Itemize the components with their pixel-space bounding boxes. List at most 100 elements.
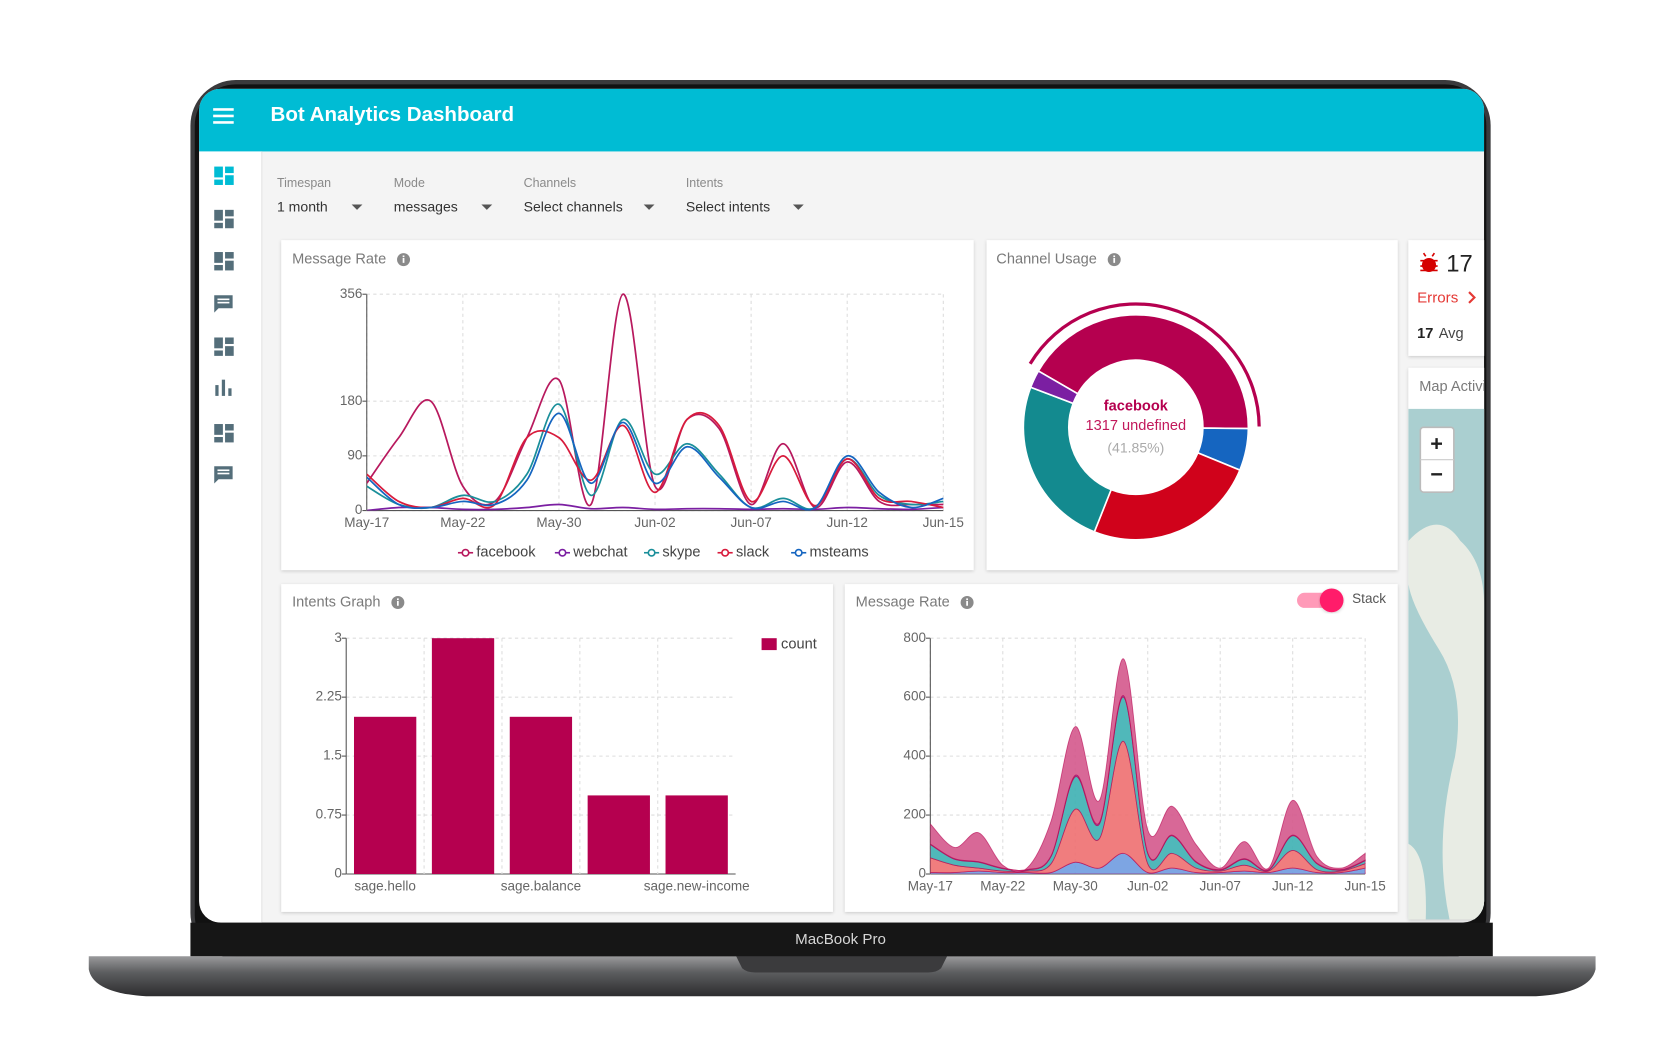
stack-toggle-knob[interactable] — [1319, 588, 1344, 613]
filter-label: Channels — [524, 176, 576, 190]
filter-value[interactable]: messages — [394, 198, 458, 214]
device-label: MacBook Pro — [795, 931, 886, 948]
donut-highlight-arc — [1028, 302, 1261, 427]
app-title: Bot Analytics Dashboard — [270, 103, 514, 126]
x-tick-label: sage.balance — [501, 879, 581, 894]
y-tick-label: 200 — [903, 807, 926, 822]
series-line — [366, 503, 944, 511]
sidebar — [199, 151, 262, 923]
donut-center-title: facebook — [1104, 399, 1169, 415]
nav-icon-part — [225, 209, 234, 217]
map-land — [1408, 843, 1426, 920]
donut-center-percent: (41.85%) — [1107, 440, 1164, 456]
legend-label[interactable]: skype — [662, 545, 700, 561]
y-tick-label: 356 — [340, 286, 363, 301]
x-tick-label: sage.new-income — [644, 879, 750, 894]
nav-icon-part — [225, 252, 234, 259]
donut-slice[interactable] — [1029, 369, 1079, 405]
nav-icon-line — [217, 301, 230, 304]
legend-label[interactable]: facebook — [476, 545, 536, 561]
nav-icon[interactable] — [214, 166, 234, 185]
y-tick-label: 180 — [340, 393, 363, 408]
filter-dropdown-arrow[interactable] — [351, 204, 363, 210]
filter-label: Mode — [394, 176, 425, 190]
info-icon-glyph — [402, 255, 405, 258]
legend-swatch — [761, 638, 777, 651]
x-tick-label: May-22 — [440, 515, 485, 530]
info-icon-glyph — [402, 257, 405, 263]
legend-label[interactable]: count — [781, 637, 817, 653]
error-link-chevron[interactable] — [1468, 291, 1476, 304]
filter-value[interactable]: 1 month — [277, 198, 328, 214]
filter-dropdown-arrow[interactable] — [792, 204, 804, 210]
panel — [281, 240, 974, 571]
x-tick-label: May-30 — [536, 515, 581, 530]
x-tick-label: Jun-02 — [1127, 879, 1168, 894]
plot-area — [930, 658, 1366, 875]
nav-icon-part — [225, 260, 234, 271]
nav-icon[interactable] — [214, 337, 234, 356]
nav-icon-part — [214, 166, 223, 178]
donut-slice[interactable] — [1037, 314, 1250, 430]
filter-dropdown-arrow[interactable] — [481, 204, 493, 210]
donut-center-value: 1317 undefined — [1086, 418, 1187, 434]
x-tick-label: Jun-07 — [1200, 879, 1241, 894]
info-icon-glyph — [1113, 257, 1116, 263]
panel — [1408, 240, 1485, 356]
stack-toggle-label: Stack — [1352, 591, 1386, 606]
nav-icon-line — [217, 298, 230, 301]
legend-label[interactable]: msteams — [809, 545, 868, 561]
nav-icon-part — [225, 424, 234, 431]
nav-icon-part — [225, 432, 234, 443]
nav-icon-part — [225, 346, 234, 356]
y-tick-label: 0 — [334, 866, 342, 881]
y-tick-label: 3 — [334, 630, 342, 645]
menu-button[interactable] — [213, 108, 234, 124]
nav-icon[interactable] — [214, 295, 233, 313]
avg-label: Avg — [1439, 326, 1464, 342]
screen-chin — [190, 922, 1493, 957]
series-line — [366, 412, 944, 511]
map-zoom-in[interactable]: + — [1430, 430, 1443, 455]
bar — [587, 795, 650, 875]
bar — [509, 716, 573, 875]
y-tick-label: 0 — [918, 866, 926, 881]
error-count: 17 — [1446, 250, 1472, 277]
panel-title: Map Activity — [1419, 379, 1498, 395]
map-land — [1408, 524, 1485, 920]
bar — [431, 638, 495, 875]
y-tick-label: 0.75 — [316, 807, 342, 822]
bar — [665, 795, 728, 875]
nav-icon[interactable] — [214, 252, 234, 271]
info-icon-glyph — [966, 600, 968, 606]
series-line — [366, 411, 944, 509]
filter-value[interactable]: Select channels — [524, 198, 623, 214]
nav-icon[interactable] — [214, 424, 234, 443]
x-tick-label: May-17 — [908, 879, 953, 894]
map-zoom-out[interactable]: − — [1430, 462, 1443, 487]
filter-value[interactable]: Select intents — [686, 198, 770, 214]
x-tick-label: Jun-02 — [634, 515, 675, 530]
panel-title: Intents Graph — [292, 594, 380, 610]
avg-value: 17 — [1417, 326, 1433, 342]
error-link[interactable]: Errors — [1417, 290, 1459, 307]
panel-title: Channel Usage — [996, 251, 1097, 267]
legend-label[interactable]: slack — [736, 545, 770, 561]
nav-icon[interactable] — [214, 209, 234, 229]
filter-dropdown-arrow[interactable] — [643, 204, 655, 210]
nav-icon[interactable] — [214, 466, 233, 484]
x-tick-label: May-22 — [980, 879, 1025, 894]
nav-icon-part — [214, 437, 223, 443]
legend-swatch — [647, 548, 656, 557]
app-bar — [199, 88, 1485, 152]
nav-icon[interactable] — [215, 379, 232, 396]
y-tick-label: 400 — [903, 748, 926, 763]
nav-icon-part — [214, 424, 223, 435]
info-icon-glyph — [1113, 255, 1116, 258]
nav-icon-part — [214, 179, 223, 185]
nav-icon-part — [225, 166, 234, 174]
stacked-area — [930, 658, 1366, 873]
legend-label[interactable]: webchat — [572, 545, 627, 561]
filter-label: Timespan — [277, 176, 331, 190]
